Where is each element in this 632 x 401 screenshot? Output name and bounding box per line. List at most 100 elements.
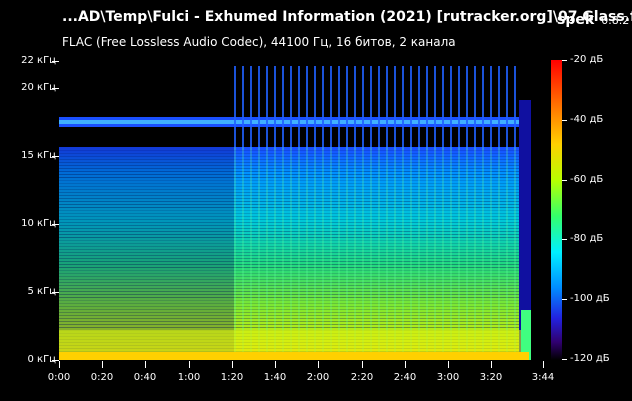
transient-line-body	[506, 147, 508, 360]
transient-line	[394, 66, 396, 150]
transient-line-body	[314, 147, 316, 360]
transient-line-body	[410, 147, 412, 360]
spectrum-band	[59, 288, 521, 289]
spectrum-band	[59, 210, 521, 211]
transient-line	[410, 66, 412, 150]
transient-line-body	[250, 147, 252, 360]
transient-line-body	[458, 147, 460, 360]
transient-line-body	[450, 147, 452, 360]
transient-line	[386, 66, 388, 150]
spectrum-band	[59, 153, 521, 154]
spectrum-band	[59, 177, 521, 178]
x-tick	[59, 361, 60, 368]
x-tick-label: 3:44	[531, 372, 555, 383]
transient-line	[442, 66, 444, 150]
spectrum-band	[59, 309, 521, 310]
spectrum-band	[59, 213, 521, 214]
transient-line-body	[498, 147, 500, 360]
spectrum-band	[59, 285, 521, 286]
transient-line-body	[442, 147, 444, 360]
x-tick-label: 0:40	[133, 372, 157, 383]
colorbar-tick	[562, 60, 567, 61]
transient-line	[426, 66, 428, 150]
spectrum-body	[59, 147, 521, 360]
transient-line	[282, 66, 284, 150]
spectrum-band	[59, 306, 521, 307]
spectrum-band	[59, 207, 521, 208]
transient-line-body	[274, 147, 276, 360]
transient-line	[314, 66, 316, 150]
spectrum-band	[59, 204, 521, 205]
spectrum-band	[59, 222, 521, 223]
spectrum-band	[59, 159, 521, 160]
transient-line	[474, 66, 476, 150]
spectrum-band	[59, 297, 521, 298]
transient-line-body	[234, 147, 236, 360]
colorbar-tick	[562, 120, 567, 121]
transient-line	[362, 66, 364, 150]
y-tick-label: 15 кГц	[21, 150, 56, 161]
transient-line	[258, 66, 260, 150]
spectrum-band	[59, 300, 521, 301]
spectrum-band	[59, 279, 521, 280]
spectrum-band	[59, 162, 521, 163]
y-tick-label: 0 кГц	[27, 354, 57, 365]
transient-line	[514, 66, 516, 150]
transient-line-body	[298, 147, 300, 360]
fade-out	[519, 100, 531, 360]
transient-line-body	[482, 147, 484, 360]
x-tick-label: 1:40	[263, 372, 287, 383]
transient-line	[242, 66, 244, 150]
y-tick-label: 20 кГц	[21, 82, 56, 93]
spectrum-band	[59, 282, 521, 283]
y-tick-label: 5 кГц	[27, 286, 57, 297]
transient-line	[466, 66, 468, 150]
bass-energy	[59, 352, 529, 360]
spectrum-intro-shade	[59, 147, 234, 360]
transient-line	[490, 66, 492, 150]
y-tick	[52, 224, 59, 225]
spectrum-band	[59, 231, 521, 232]
transient-line	[458, 66, 460, 150]
x-tick	[448, 361, 449, 368]
transient-line-body	[346, 147, 348, 360]
spectrum-band	[59, 234, 521, 235]
spectrum-band	[59, 150, 521, 151]
x-tick-label: 0:00	[47, 372, 71, 383]
transient-line-body	[362, 147, 364, 360]
transient-line-body	[418, 147, 420, 360]
spectrum-band	[59, 246, 521, 247]
x-tick-label: 3:20	[479, 372, 503, 383]
transient-line-body	[282, 147, 284, 360]
y-tick-label: 22 кГц	[21, 55, 56, 66]
spectrum-band	[59, 318, 521, 319]
colorbar-tick	[562, 359, 567, 360]
spectrum-band	[59, 168, 521, 169]
x-tick	[102, 361, 103, 368]
transient-line	[506, 66, 508, 150]
spectrum-band	[59, 264, 521, 265]
transient-line-body	[354, 147, 356, 360]
transient-line	[250, 66, 252, 150]
transient-line-body	[330, 147, 332, 360]
colorbar-tick-label: -100 дБ	[570, 293, 610, 304]
spectrum-band	[59, 273, 521, 274]
fade-out-low	[521, 310, 531, 360]
x-tick	[405, 361, 406, 368]
x-tick-label: 2:00	[306, 372, 330, 383]
y-tick	[52, 61, 59, 62]
file-title: ...AD\Temp\Fulci - Exhumed Information (…	[62, 9, 632, 25]
transient-line-body	[402, 147, 404, 360]
transient-line-body	[466, 147, 468, 360]
transient-line-body	[490, 147, 492, 360]
x-tick-label: 3:00	[436, 372, 460, 383]
transient-line	[306, 66, 308, 150]
y-tick	[52, 292, 59, 293]
x-tick	[362, 361, 363, 368]
spectrum-band	[59, 267, 521, 268]
colorbar-tick-label: -80 дБ	[570, 233, 604, 244]
spectrum-band	[59, 189, 521, 190]
y-tick	[52, 360, 59, 361]
audio-format-info: FLAC (Free Lossless Audio Codec), 44100 …	[62, 35, 456, 49]
spectrum-band	[59, 258, 521, 259]
